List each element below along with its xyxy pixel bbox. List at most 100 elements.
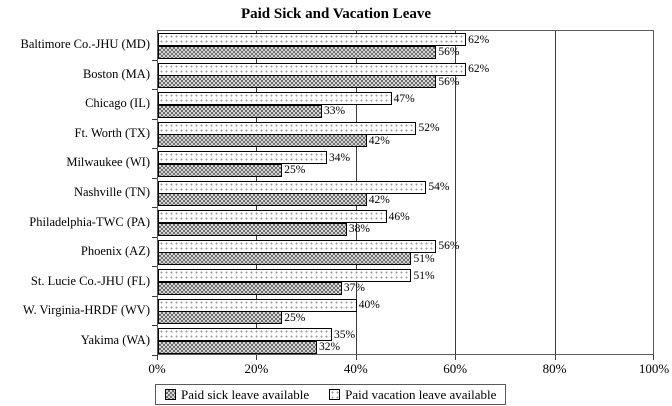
x-axis-tick [653,355,654,360]
category-label: W. Virginia-HRDF (WV) [22,303,150,318]
legend-label-vacation: Paid vacation leave available [345,386,497,402]
x-axis-tick [157,355,158,360]
y-axis-tick [152,325,157,326]
sick-bar: 42% [158,193,390,207]
value-label: 56% [438,75,460,88]
x-tick-label: 60% [443,361,468,376]
y-axis-tick [152,355,157,356]
category-label: Chicago (IL) [85,96,150,111]
value-label: 51% [413,252,435,265]
gridline-60 [455,31,457,354]
x-axis-tick [256,355,258,360]
y-axis-tick [152,60,157,61]
category-row: 40% 25% [158,297,653,327]
value-label: 54% [428,181,450,194]
x-tick-label: 80% [542,361,567,376]
vacation-swatch-icon [329,389,341,400]
y-axis-tick [152,178,157,179]
y-axis-tick [152,296,157,297]
y-axis-tick [152,237,157,238]
category-row: 51% 37% [158,267,653,297]
category-row: 62% 56% [158,31,653,61]
y-axis-tick [152,207,157,208]
vacation-bar: 62% [158,33,489,46]
category-row: 56% 51% [158,238,653,268]
value-label: 56% [438,46,460,58]
legend: Paid sick leave available Paid vacation … [155,384,507,405]
sick-bar: 33% [158,104,345,118]
x-tick-label: 100% [638,361,670,376]
value-label: 33% [324,105,346,118]
vacation-bar: 62% [158,62,489,76]
category-label: Yakima (WA) [80,332,150,347]
category-row: 52% 42% [158,120,653,150]
value-label: 51% [413,269,435,282]
y-axis-tick [152,266,157,267]
category-label: Baltimore Co.-JHU (MD) [20,37,151,52]
value-label: 32% [319,341,341,354]
vacation-bar: 51% [158,269,435,283]
value-label: 62% [468,33,490,46]
value-label: 42% [368,134,390,147]
x-axis-tick [554,355,556,360]
vacation-bar: 52% [158,121,440,135]
y-axis-tick [152,89,157,90]
sick-swatch-icon [165,389,176,400]
sick-bar: 56% [158,45,459,59]
value-label: 38% [348,223,370,236]
category-label: Phoenix (AZ) [80,244,150,259]
sick-bar: 32% [158,340,340,354]
sick-bar: 37% [158,281,365,295]
vacation-bar: 40% [158,298,380,312]
sick-bar: 25% [158,163,305,177]
category-row: 62% 56% [158,61,653,91]
category-label: Boston (MA) [82,66,150,81]
value-label: 47% [393,92,415,105]
y-axis-tick [152,119,157,120]
sick-bar: 56% [158,75,459,89]
vacation-bar: 46% [158,210,410,224]
x-axis-tick [455,355,457,360]
gridline-80 [554,31,556,354]
legend-label-sick: Paid sick leave available [181,386,310,402]
value-label: 25% [284,311,306,324]
value-label: 35% [333,328,356,341]
sick-bar: 51% [158,252,435,266]
vacation-bar: 35% [158,328,355,342]
category-label: Milwaukee (WI) [66,155,150,170]
chart-title: Paid Sick and Vacation Leave [240,6,432,22]
category-label: Nashville (TN) [73,184,150,199]
value-label: 56% [438,240,460,253]
value-label: 34% [328,151,351,164]
category-row: 46% 38% [158,208,653,238]
value-label: 62% [468,63,490,76]
x-axis-tick [355,355,357,360]
value-label: 46% [388,210,410,223]
sick-bar: 25% [158,311,305,325]
category-row: 34% 25% [158,149,653,179]
vacation-bar: 54% [158,180,449,194]
x-tick-label: 40% [343,361,368,376]
value-label: 40% [358,299,380,312]
value-label: 42% [368,193,390,206]
value-label: 37% [343,282,365,295]
category-label: Ft. Worth (TX) [74,125,151,140]
category-row: 47% 33% [158,90,653,120]
value-label: 25% [284,164,306,177]
value-label: 52% [418,122,440,135]
legend-item-vacation: Paid vacation leave available [329,387,496,403]
category-row: 35% 32% [158,326,653,356]
vacation-bar: 47% [158,92,415,106]
x-tick-label: 0% [148,361,166,376]
category-label: Philadelphia-TWC (PA) [29,214,150,229]
vacation-bar: 34% [158,151,350,165]
sick-bar: 42% [158,134,390,148]
vacation-bar: 56% [158,239,459,253]
sick-bar: 38% [158,222,370,236]
category-row: 54% 42% [158,179,653,209]
category-label: St. Lucie Co.-JHU (FL) [30,273,150,288]
legend-item-sick: Paid sick leave available [165,387,309,403]
plot-area: 62% 56% 62% 56% 47% 33% 52% 42% 34% 25% 54% 42% 46% 3… [157,30,654,355]
x-tick-label: 20% [244,361,269,376]
